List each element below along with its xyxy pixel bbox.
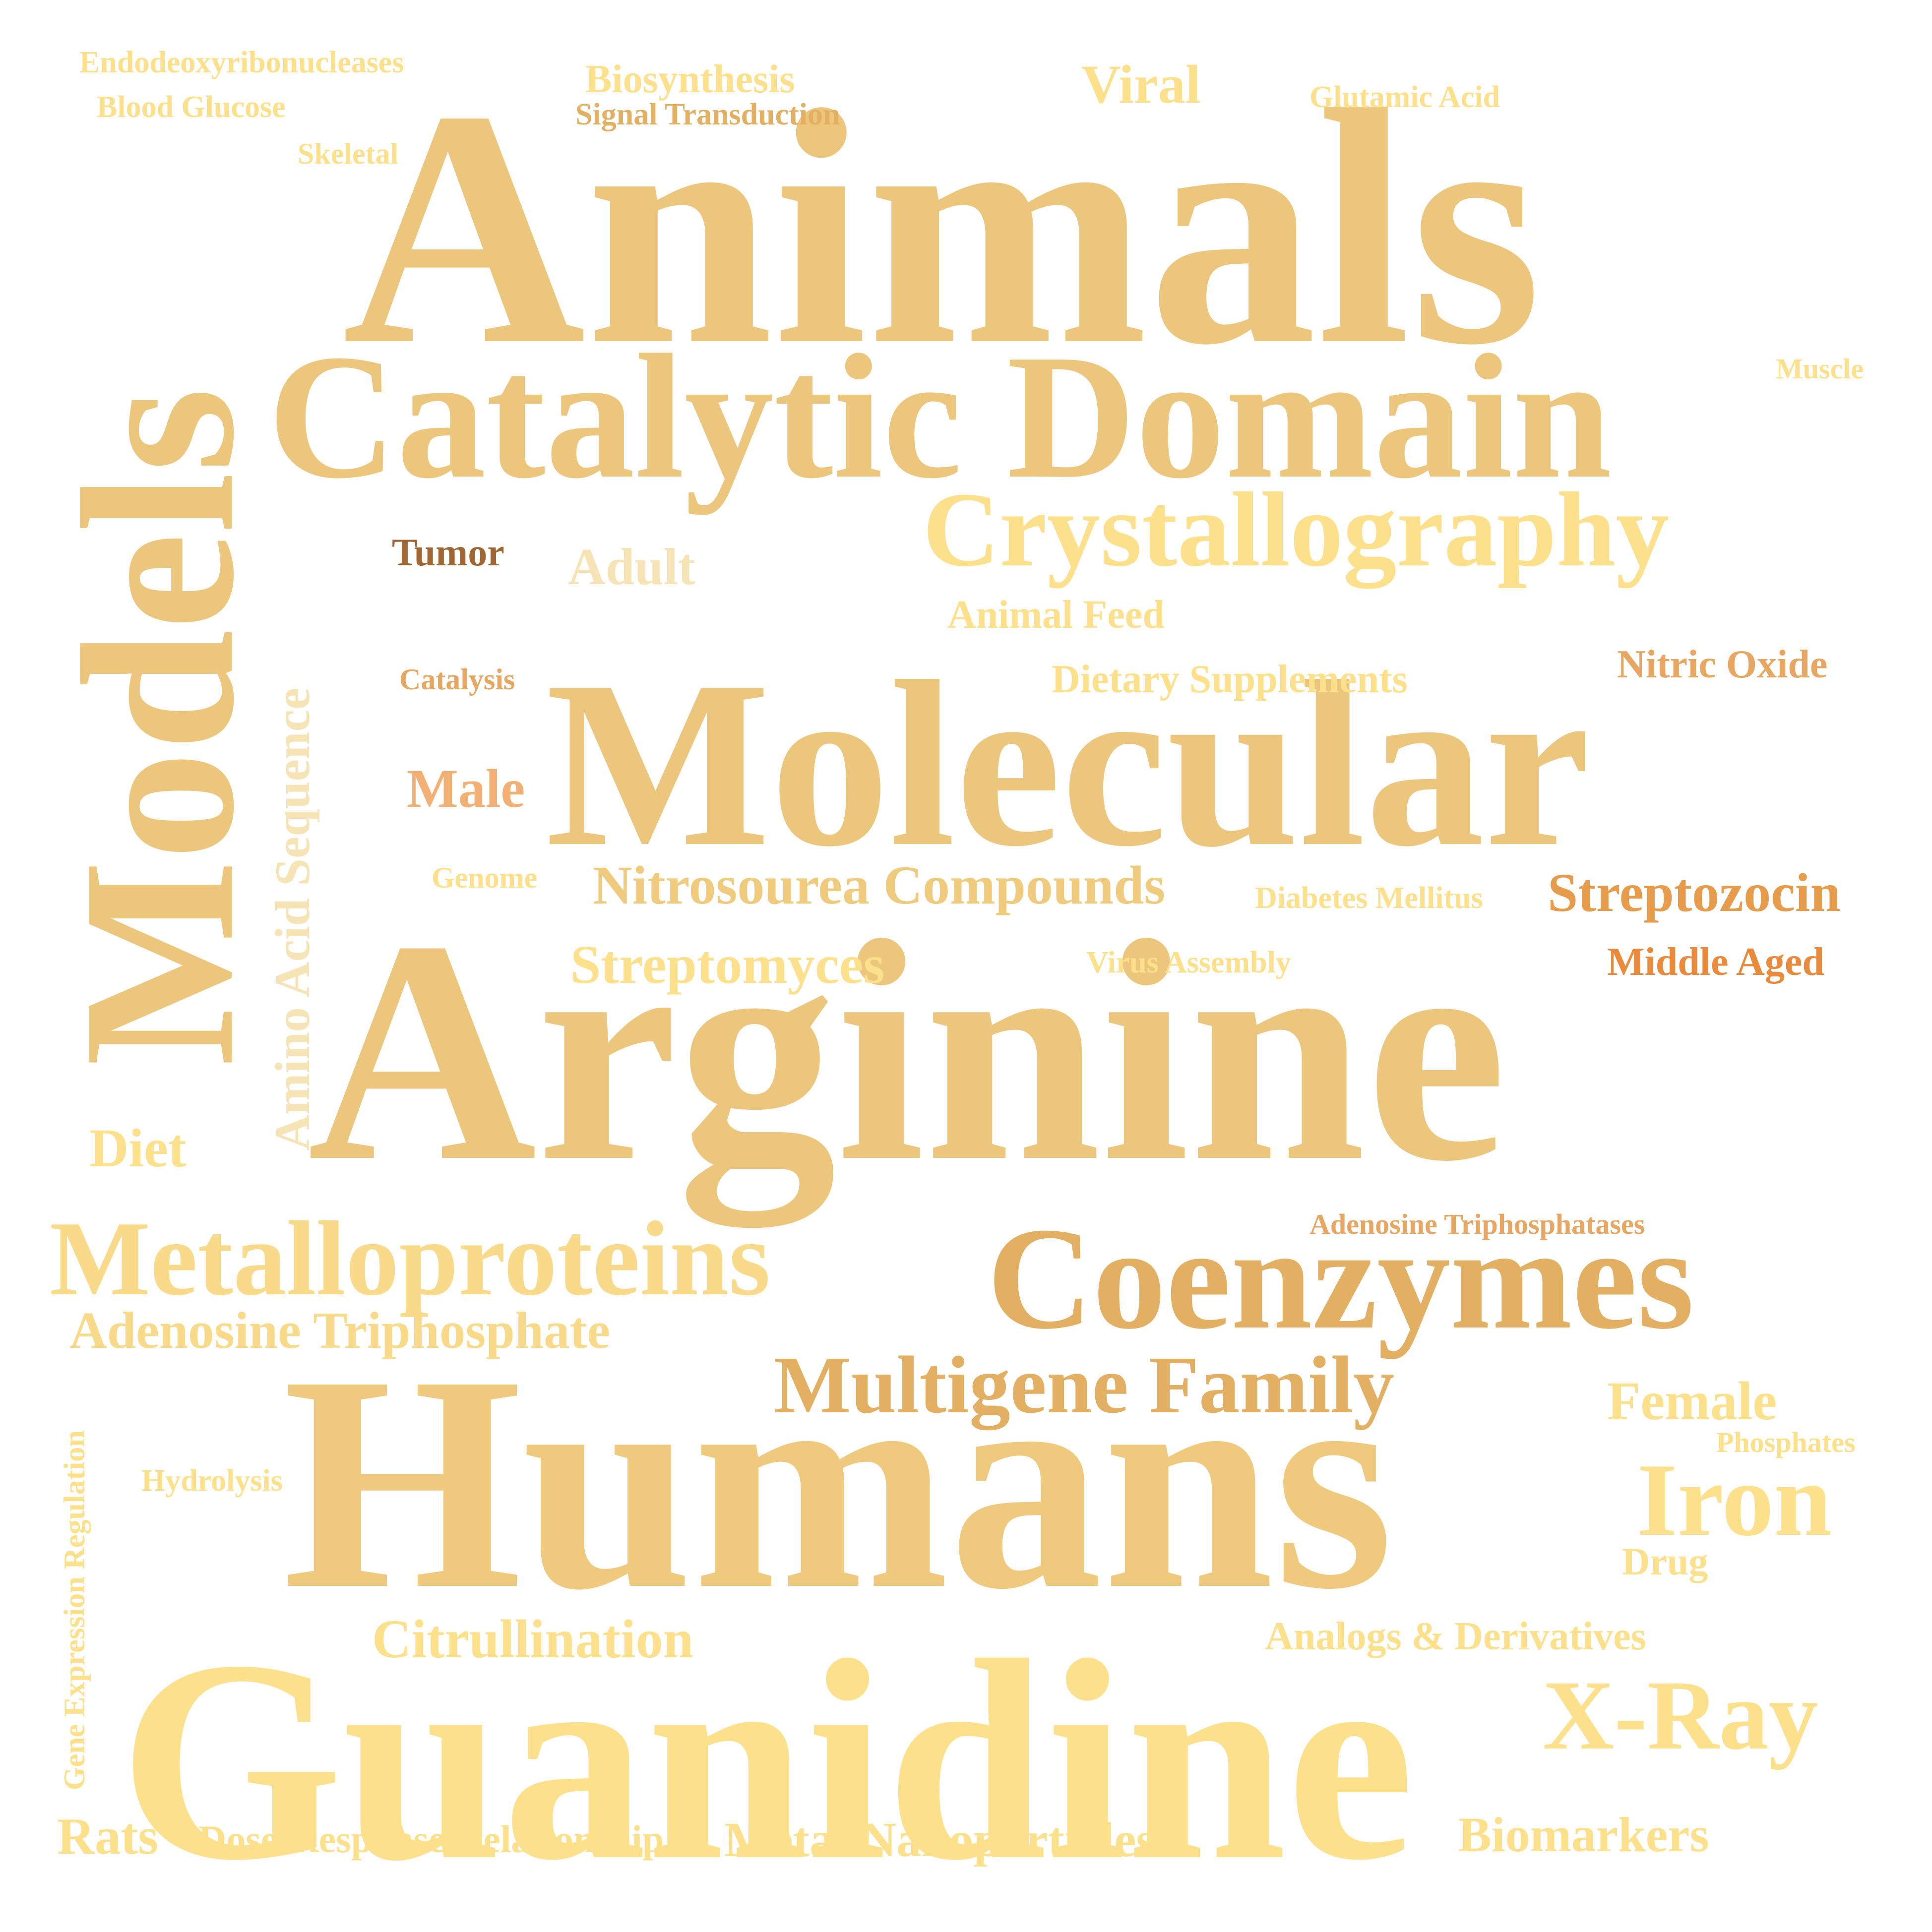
word-animal-feed: Animal Feed xyxy=(947,593,1165,637)
word-x-ray: X-Ray xyxy=(1543,1661,1818,1770)
word-multigene-family: Multigene Family xyxy=(774,1339,1395,1430)
word-endodeoxyribonucleases: Endodeoxyribonucleases xyxy=(79,46,404,79)
word-genome: Genome xyxy=(432,861,538,894)
word-diabetes-mellitus: Diabetes Mellitus xyxy=(1255,881,1483,915)
word-humans: Humans xyxy=(283,1313,1394,1653)
word-streptomyces: Streptomyces xyxy=(570,934,885,995)
word-metal-nanoparticles: Metal Nanoparticles xyxy=(724,1812,1156,1867)
word-drug: Drug xyxy=(1622,1540,1708,1583)
word-tumor: Tumor xyxy=(392,531,504,574)
word-animals: Animals xyxy=(342,41,1542,415)
word-iron: Iron xyxy=(1637,1443,1832,1558)
word-adult: Adult xyxy=(568,538,695,596)
word-gene-expression-regulation: Gene Expression Regulation xyxy=(58,1430,91,1790)
word-viral: Viral xyxy=(1081,54,1201,115)
word-male: Male xyxy=(407,758,525,819)
word-signal-transduction: Signal Transduction xyxy=(575,98,840,131)
word-biosynthesis: Biosynthesis xyxy=(585,58,795,101)
word-female: Female xyxy=(1607,1371,1777,1431)
word-crystallography: Crystallography xyxy=(923,470,1669,589)
word-glutamic-acid: Glutamic Acid xyxy=(1309,80,1500,114)
word-arginine: Arginine xyxy=(308,876,1507,1227)
word-nitric-oxide: Nitric Oxide xyxy=(1617,643,1828,686)
word-molecular: Molecular xyxy=(546,632,1590,896)
word-blood-glucose: Blood Glucose xyxy=(97,90,286,124)
word-hydrolysis: Hydrolysis xyxy=(141,1464,283,1498)
word-models: Models xyxy=(38,387,279,1066)
word-nitrosourea-compounds: Nitrosourea Compounds xyxy=(593,855,1166,915)
word-phosphates: Phosphates xyxy=(1716,1426,1856,1458)
word-adenosine-triphosphate: Adenosine Triphosphate xyxy=(69,1301,611,1359)
word-guanidine: Guanidine xyxy=(119,1601,1415,1920)
word-diet: Diet xyxy=(89,1118,187,1178)
word-metalloproteins: Metalloproteins xyxy=(50,1199,771,1318)
word-adenosine-triphosphatases: Adenosine Triphosphatases xyxy=(1309,1208,1645,1240)
word-catalytic-domain: Catalytic Domain xyxy=(268,317,1612,515)
word-coenzymes: Coenzymes xyxy=(987,1197,1694,1359)
word-biomarkers: Biomarkers xyxy=(1458,1807,1709,1862)
word-analogs-derivatives: Analogs & Derivatives xyxy=(1265,1615,1646,1658)
word-catalysis: Catalysis xyxy=(399,663,515,696)
word-citrullination: Citrullination xyxy=(372,1609,693,1669)
word-streptozocin: Streptozocin xyxy=(1548,862,1841,923)
word-muscle: Muscle xyxy=(1776,353,1864,385)
word-amino-acid-sequence: Amino Acid Sequence xyxy=(265,687,320,1150)
word-dietary-supplements: Dietary Supplements xyxy=(1052,658,1408,701)
word-middle-aged: Middle Aged xyxy=(1607,940,1824,984)
word-virus-assembly: Virus Assembly xyxy=(1086,946,1291,979)
word-skeletal: Skeletal xyxy=(298,137,399,170)
word-dose-response-relationship: Dose-Response Relationship xyxy=(198,1817,664,1861)
word-rats: Rats xyxy=(57,1807,159,1865)
